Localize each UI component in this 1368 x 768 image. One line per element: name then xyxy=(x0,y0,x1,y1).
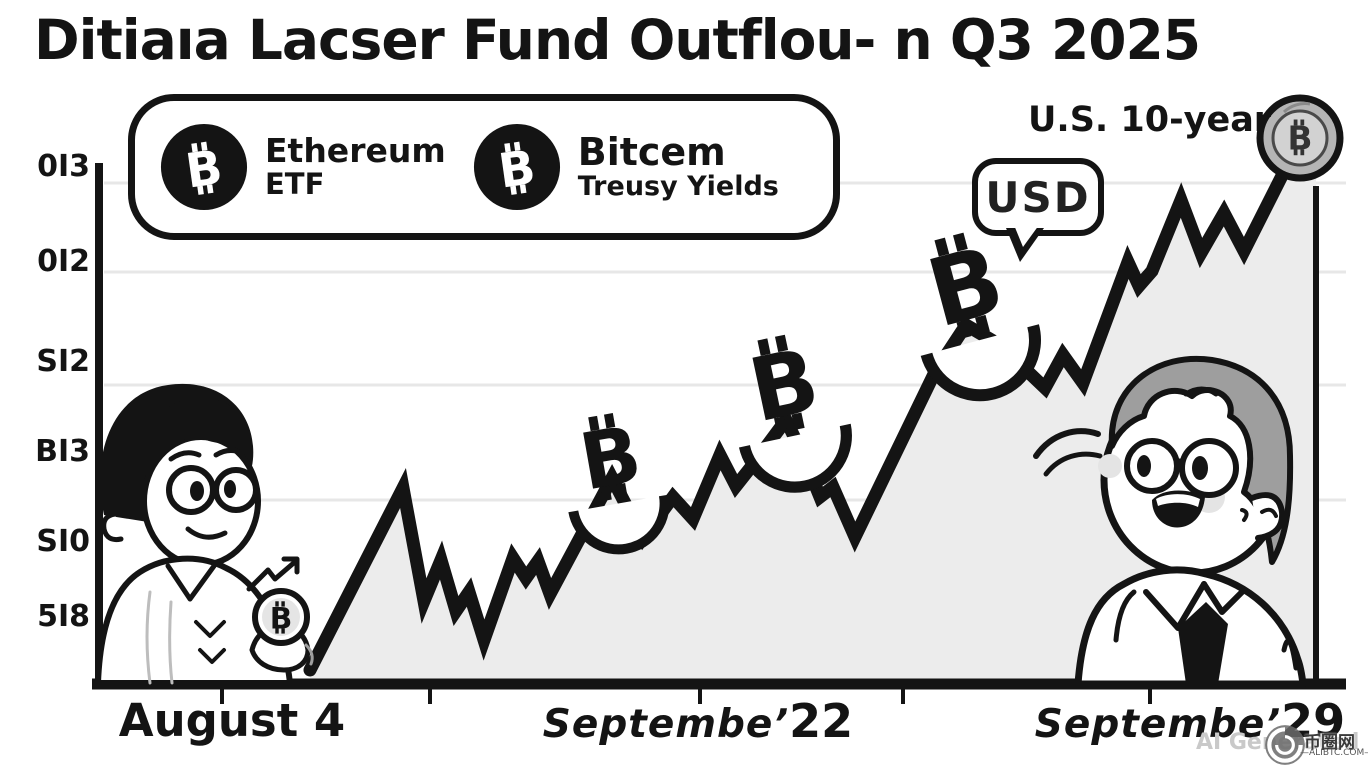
month-script: Septembe’ xyxy=(542,702,790,747)
legend-sublabel: Treusy Yields xyxy=(577,170,779,202)
end-coin xyxy=(1256,94,1344,182)
watermark-site-domain: —ALIBTC.COM— xyxy=(1300,748,1368,758)
area-fill xyxy=(310,146,1316,680)
glasses-lens xyxy=(1124,438,1180,494)
usd-speech-bubble: USD xyxy=(972,158,1104,262)
y-tick-label: SI0 xyxy=(36,524,90,559)
ear-icon xyxy=(101,511,124,542)
month-script: Septembe’ xyxy=(1034,702,1282,747)
y-tick-label: BI3 xyxy=(35,434,90,469)
eye xyxy=(1192,456,1208,480)
bitcoin-line-marker xyxy=(917,225,1041,402)
watermark: AI Generated 币圈网 —ALIBTC.COM— xyxy=(1196,725,1368,766)
y-tick-label: 0I3 xyxy=(37,149,90,184)
legend-box: Ethereum ETF Bitcem Treusy Yields xyxy=(128,94,840,240)
x-tick-label-september-22: Septembe’22 xyxy=(543,694,853,748)
glasses-lens xyxy=(1179,438,1239,498)
x-tick-label-september-29: Septembe’29 xyxy=(1035,694,1345,748)
smile xyxy=(185,526,228,540)
y-tick-label: 5I8 xyxy=(37,599,90,634)
eyebrow xyxy=(213,447,245,458)
legend-label: Bitcem xyxy=(577,129,726,174)
collar xyxy=(165,563,217,602)
bitcoin-line-marker xyxy=(568,409,670,555)
hair-front xyxy=(145,397,252,478)
bitcoin-coin-icon xyxy=(252,588,314,666)
x-tick-label-august-4: August 4 xyxy=(118,694,346,747)
right-character xyxy=(1033,355,1307,688)
y-tick-label: 0I2 xyxy=(37,244,90,279)
bitcoin-coin-icon xyxy=(473,123,560,211)
legend-label: Ethereum xyxy=(265,131,446,171)
eye xyxy=(224,480,236,498)
tie xyxy=(1178,602,1228,684)
collar xyxy=(1201,581,1245,615)
legend-sublabel: ETF xyxy=(265,167,325,202)
bitcoin-coin-icon xyxy=(160,123,248,211)
watermark-logo-icon xyxy=(1265,725,1305,765)
motion-lines-icon xyxy=(1033,428,1103,477)
watermark-site-name: 币圈网 xyxy=(1304,733,1355,753)
usd-bubble-text: USD xyxy=(985,172,1091,222)
day-number: 22 xyxy=(789,694,854,748)
y-tick-label: SI2 xyxy=(36,344,90,379)
legend-item-ethereum-etf: Ethereum ETF xyxy=(159,122,446,212)
eye xyxy=(190,481,204,501)
blush xyxy=(1098,454,1122,478)
legend-item-bitcoin-treasury-yields: Bitcem Treusy Yields xyxy=(472,122,779,212)
page-title: Ditiaıa Lacser Fund Outflou- n Q3 2025 xyxy=(34,8,1201,72)
bitcoin-line-marker xyxy=(738,328,852,493)
ear-icon xyxy=(1249,492,1286,541)
left-character xyxy=(95,383,314,686)
glasses-lens xyxy=(213,467,259,513)
eyebrow xyxy=(168,450,202,462)
eye xyxy=(1137,455,1151,477)
us-10-year-label: U.S. 10-year xyxy=(1028,100,1272,140)
x-ticks xyxy=(220,688,1152,704)
up-arrow-icon xyxy=(246,556,300,592)
